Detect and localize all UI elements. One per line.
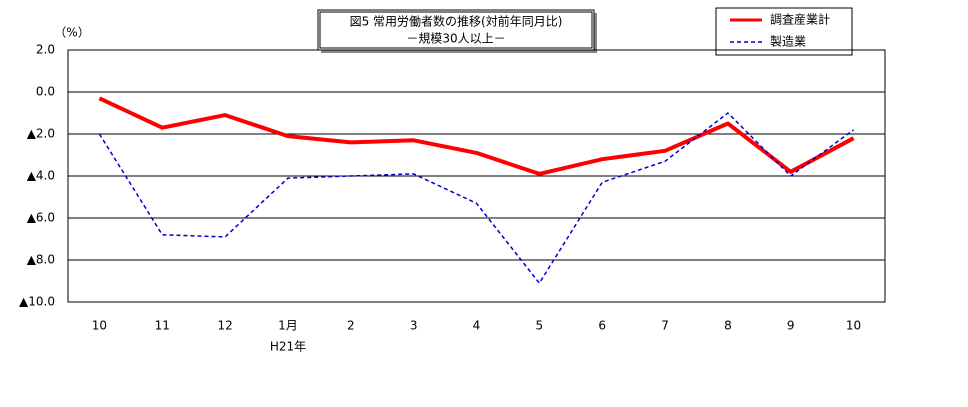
x-tick-label: 6 [598,319,606,333]
x-tick-label: 12 [217,319,232,333]
legend-label: 製造業 [770,35,806,49]
x-tick-label: 10 [92,319,107,333]
y-tick-label: ▲2.0 [27,127,55,141]
x-tick-label: 11 [155,319,170,333]
y-tick-label: ▲10.0 [19,295,55,309]
x-tick-label: 2 [347,319,355,333]
x-tick-label: 10 [846,319,861,333]
y-tick-label: ▲6.0 [27,211,55,225]
x-annotation: H21年 [270,340,306,354]
title-inner-frame [319,11,593,49]
x-tick-label: 1月 [278,319,298,333]
title-box: 図5 常用労働者数の推移(対前年同月比) －規模30人以上－ [317,9,597,53]
x-tick-label: 3 [410,319,418,333]
x-tick-label: 7 [661,319,669,333]
x-tick-label: 8 [724,319,732,333]
x-tick-label: 9 [787,319,795,333]
line-series [98,96,855,176]
legend-label: 調査産業計 [770,12,830,27]
x-tick-label: 4 [473,319,481,333]
y-tick-label: ▲8.0 [27,253,55,267]
chart-title: 図5 常用労働者数の推移(対前年同月比) [350,14,563,29]
x-tick-label: 5 [536,319,544,333]
y-tick-label: 0.0 [36,85,55,99]
line-series [98,112,855,284]
legend [715,7,853,56]
title-frame [317,9,595,51]
y-axis-label: （%） [54,26,89,40]
chart-subtitle: －規模30人以上－ [406,31,505,46]
y-tick-label: 2.0 [36,43,55,57]
y-tick-label: ▲4.0 [27,169,55,183]
